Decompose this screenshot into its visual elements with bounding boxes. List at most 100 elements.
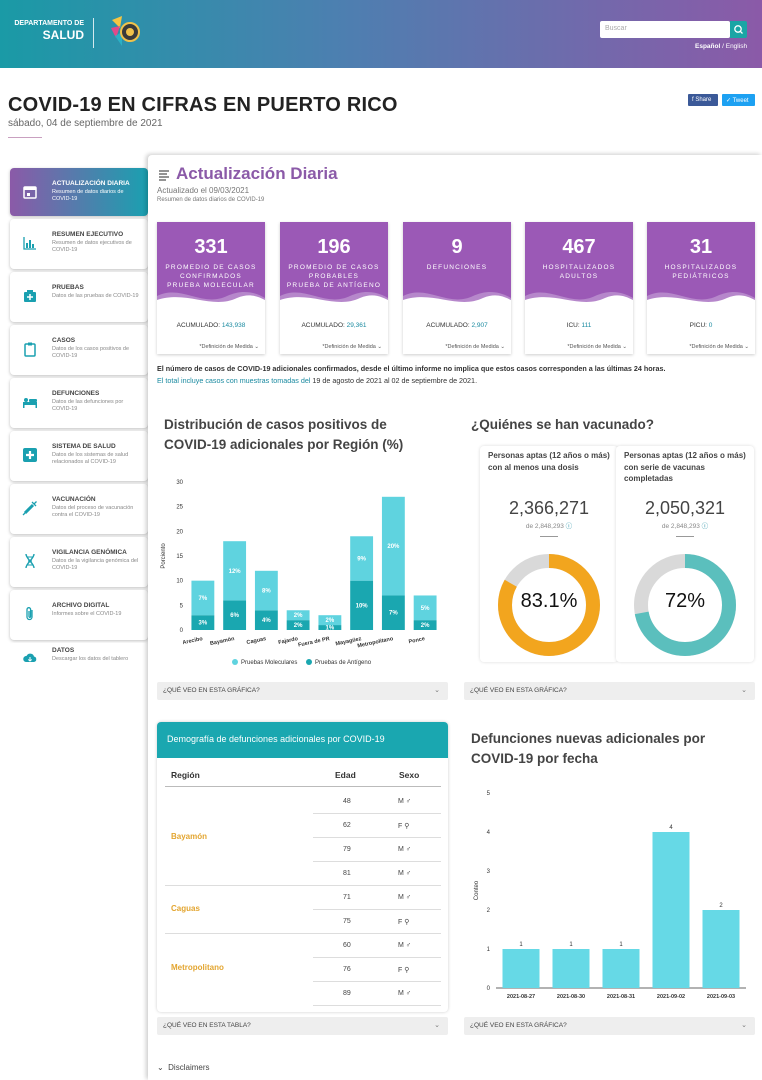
bar-data-label: 2% [294,613,303,619]
deaths-chart-question-toggle[interactable]: ¿QUÉ VEO EN ESTA GRÁFICA? ⌄ [464,1017,755,1035]
bar-segment [381,496,405,596]
bar-data-label: 1 [619,942,623,948]
chevron-down-icon: ⌄ [157,1063,164,1072]
facebook-icon: f [692,97,694,103]
vaccine-box-complete-series: Personas aptas (12 años o más) con serie… [616,446,754,662]
x-tick-label: Ponce [408,636,425,645]
definition-toggle[interactable]: *Definición de Medida ⌄ [199,344,259,350]
lang-es-link[interactable]: Español [695,43,721,50]
bar-data-label: 2 [719,903,723,909]
definition-toggle[interactable]: *Definición de Medida ⌄ [689,344,749,350]
bar-data-label: 2% [326,618,335,624]
disclaimers-toggle[interactable]: ⌄ Disclaimers [157,1063,210,1072]
bar [602,949,640,988]
table-row: 76 F ⚲ [313,958,441,982]
region-chart-question-toggle[interactable]: ¿QUÉ VEO EN ESTA GRÁFICA? ⌄ [157,682,448,700]
question-label: ¿QUÉ VEO EN ESTA GRÁFICA? [470,1022,567,1029]
sidebar-item-actualizacion-diaria[interactable]: ACTUALIZACIÓN DIARIA Resumen de datos di… [10,168,148,216]
card-label: HOSPITALIZADOS PEDIÁTRICOS [651,264,751,282]
department-logo[interactable]: DEPARTAMENTO DE SALUD [14,20,84,41]
x-tick-label: Caguas [246,636,267,646]
legend-swatch [232,659,238,665]
bar-data-label: 5% [421,606,430,612]
region-rule [165,885,313,886]
x-tick-label: 2021-09-02 [657,994,685,1000]
bar-segment [223,600,247,630]
info-icon[interactable]: ⓘ [565,523,573,530]
stat-card: 331 PROMEDIO DE CASOS CONFIRMADOS PRUEBA … [157,222,265,354]
info-icon[interactable]: ⓘ [701,523,709,530]
donut-percent: 72% [664,590,706,612]
sex-cell: M ♂ [398,798,411,805]
sidebar-item-resumen-ejecutivo[interactable]: RESUMEN EJECUTIVO Resumen de datos ejecu… [10,219,148,269]
col-region: Región [171,770,200,780]
x-tick-label: Metropolitano [357,636,394,650]
card-label-main: HOSPITALIZADOS ADULTOS [542,264,616,280]
card-value: 31 [689,236,713,258]
search-input[interactable]: Buscar [600,21,730,38]
vaccine-total: de 2,848,293 ⓘ [480,520,618,530]
age-cell: 48 [343,798,351,805]
y-tick-label: 0 [180,628,184,634]
chevron-down-icon: ⌄ [434,1022,440,1029]
vaccine-question-toggle[interactable]: ¿QUÉ VEO EN ESTA GRÁFICA? ⌄ [464,682,755,700]
card-label: PROMEDIO DE CASOS PROBABLES PRUEBA DE ANT… [284,264,384,290]
sidebar-item-desc: Datos del proceso de vacunación contra e… [52,505,134,519]
vaccine-box-heading: Personas aptas (12 años o más) con al me… [488,451,610,472]
sidebar-item-title: DEFUNCIONES [52,390,100,397]
sidebar-item-casos[interactable]: CASOS Datos de los casos positivos de CO… [10,325,148,375]
region-chart-title-line2: COVID-19 adicionales por Región (%) [164,436,404,452]
region-label: Bayamón [171,832,208,841]
sidebar-item-datos[interactable]: DATOS Descargar los datos del tablero [10,643,148,683]
sidebar-item-pruebas[interactable]: PRUEBAS Datos de las pruebas de COVID-19 [10,272,148,322]
sidebar-item-vigilancia-genomica[interactable]: VIGILANCIA GENÓMICA Datos de la vigilanc… [10,537,148,587]
sidebar-item-desc: Datos de las pruebas de COVID-19 [52,293,139,299]
y-tick-label: 5 [487,791,491,797]
col-age: Edad [335,770,356,780]
sidebar-item-sistema-de-salud[interactable]: SISTEMA DE SALUD Datos de los sistemas d… [10,431,148,481]
gender-icon: ♂ [405,846,412,853]
sidebar-item-archivo-digital[interactable]: ARCHIVO DIGITAL Informes sobre el COVID-… [10,590,148,640]
note-line2b: 19 de agosto de 2021 al 02 de septiembre… [312,375,476,385]
bar-data-label: 1% [326,626,335,632]
sidebar-item-desc: Datos de las defunciones por COVID-19 [52,399,124,413]
sidebar-item-defunciones[interactable]: DEFUNCIONES Datos de las defunciones por… [10,378,148,428]
table-question-toggle[interactable]: ¿QUÉ VEO EN ESTA TABLA? ⌄ [157,1017,448,1035]
stat-card: 196 PROMEDIO DE CASOS PROBABLES PRUEBA DE… [280,222,388,354]
vaccine-title: ¿Quiénes se han vacunado? [471,417,655,432]
sex-cell: M ♂ [398,846,411,853]
sex-letter: M [398,990,404,997]
bar-data-label: 8% [262,589,271,595]
chevron-down-icon: ⌄ [434,687,440,694]
x-tick-label: 2021-08-31 [607,994,635,1000]
facebook-share-button[interactable]: f Share [688,94,718,106]
note-line1: El número de casos de COVID-19 adicional… [157,364,666,373]
sex-letter: M [398,798,404,805]
card-header: 9 DEFUNCIONES [403,222,511,306]
y-tick-label: 3 [487,869,491,875]
twitter-tweet-button[interactable]: ✓ Tweet [722,94,755,106]
definition-toggle[interactable]: *Definición de Medida ⌄ [445,344,505,350]
sex-cell: M ♂ [398,894,411,901]
lang-en-link[interactable]: English [725,43,748,50]
sidebar-item-title: PRUEBAS [52,284,84,291]
table-row: 62 F ⚲ [313,814,441,838]
bar-segment [191,615,215,630]
deaths-by-date-bar-chart: 0 1 2 3 4 5 Conteo 1 2021-08-27 1 2021-08-30 1 2021-… [474,791,746,1000]
acc-label: ICU: [566,322,582,329]
region-label: Metropolitano [171,963,224,972]
acc-label: ACUMULADO: [426,322,472,329]
bar-data-label: 10% [356,603,369,609]
deaths-chart-title-line1: Defunciones nuevas adicionales por [471,731,706,746]
table-row: 81 M ♂ [313,862,441,886]
region-stacked-bar-chart: 0 5 10 15 20 25 30 Porciento 3% 7% Arecibo 6% 12% Bay… [161,480,437,666]
search-icon[interactable] [730,21,747,38]
bed-icon [23,398,37,408]
bar-data-label: 7% [199,596,208,602]
bar-data-label: 2% [421,623,430,629]
card-accumulated: ACUMULADO: 2,907 [403,322,511,329]
card-label-sub: PRUEBA DE ANTÍGENO [286,281,382,289]
definition-toggle[interactable]: *Definición de Medida ⌄ [567,344,627,350]
sidebar-item-vacunacion[interactable]: VACUNACIÓN Datos del proceso de vacunaci… [10,484,148,534]
definition-toggle[interactable]: *Definición de Medida ⌄ [322,344,382,350]
